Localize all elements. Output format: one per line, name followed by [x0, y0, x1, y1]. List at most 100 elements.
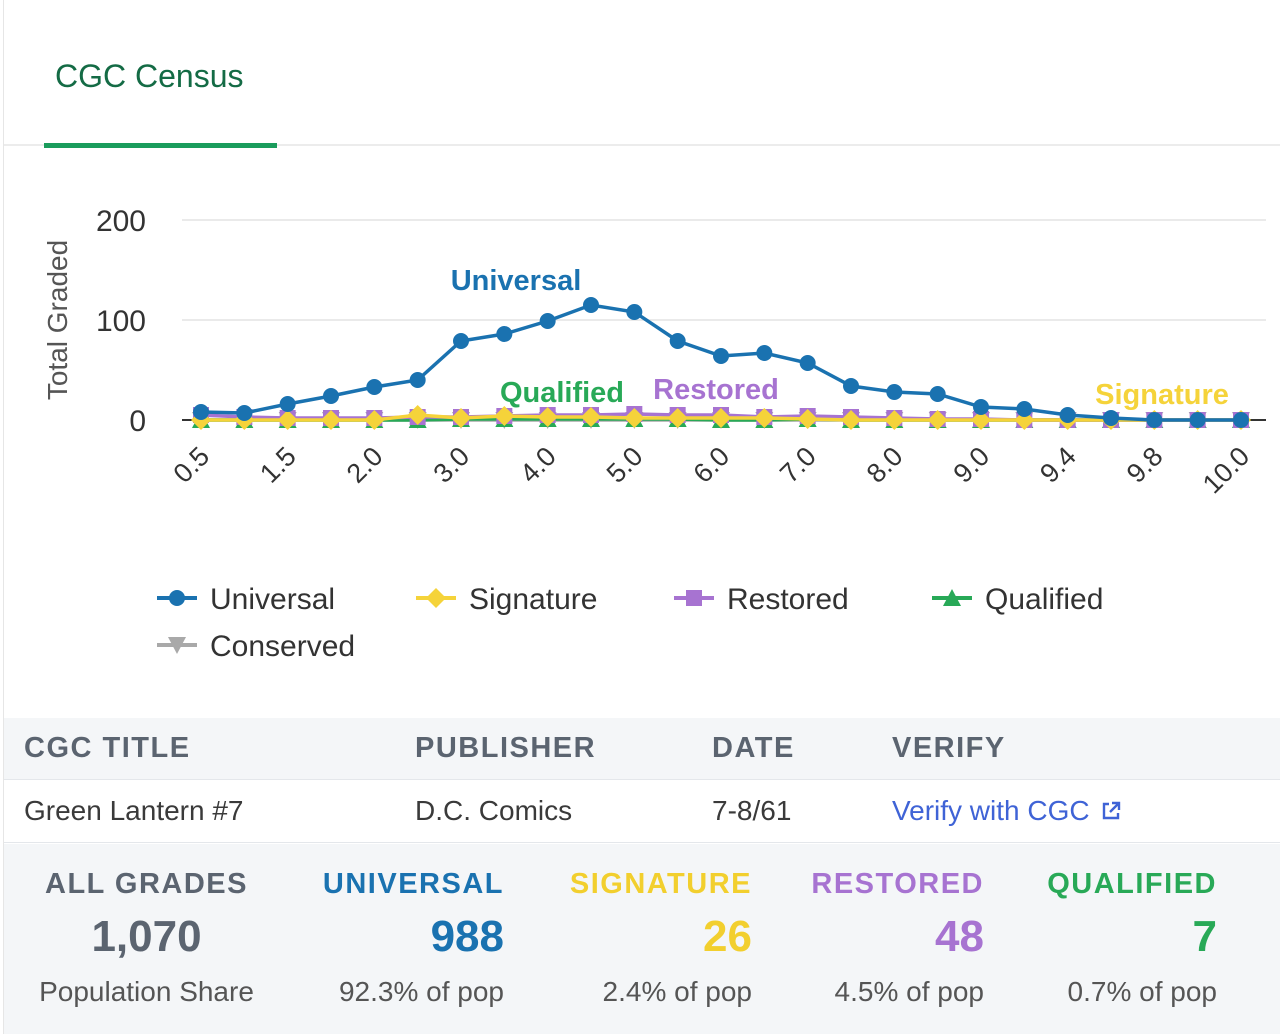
- column-header-date: DATE: [712, 732, 795, 764]
- data-point-universal: [886, 384, 903, 400]
- data-point-signature: [537, 407, 558, 427]
- census-line-chart: 0 100 200 Total Graded 0.5 1.5 2.0 3.0 4.0 5.0 6.0…: [42, 205, 1266, 663]
- data-point-universal: [1103, 410, 1119, 426]
- table-row: Green Lantern #7 D.C. Comics 7-8/61 Veri…: [4, 781, 1280, 843]
- tab-cgc-census[interactable]: CGC Census: [44, 0, 277, 148]
- legend-label-conserved[interactable]: Conserved: [210, 630, 355, 663]
- x-tick-label: 0.5: [167, 441, 215, 489]
- data-point-signature: [797, 409, 818, 429]
- stat-value-signature: 26: [703, 912, 752, 961]
- tab-active-indicator: [44, 143, 277, 148]
- data-point-signature: [277, 410, 298, 430]
- x-tick-label: 1.5: [254, 441, 302, 489]
- legend-marker-universal: [169, 590, 185, 606]
- data-point-universal: [1233, 412, 1249, 428]
- tab-bar: CGC Census: [4, 0, 1280, 148]
- table-header-row: CGC TITLE PUBLISHER DATE VERIFY: [4, 718, 1280, 780]
- series-annotation: Qualified: [500, 377, 624, 409]
- x-tick-label: 6.0: [687, 441, 735, 489]
- verify-link-label[interactable]: Verify with CGC: [892, 795, 1090, 826]
- data-point-universal: [929, 386, 946, 402]
- external-link-icon[interactable]: [1100, 800, 1122, 822]
- x-tick-label: 2.0: [341, 441, 389, 489]
- data-point-signature: [927, 410, 948, 430]
- stat-label-restored: RESTORED: [811, 868, 984, 900]
- data-point-signature: [711, 408, 731, 428]
- stat-label-qualified: QUALIFIED: [1047, 868, 1217, 900]
- data-point-universal: [323, 388, 339, 404]
- series-annotation: Restored: [653, 374, 779, 406]
- y-tick-label: 200: [96, 205, 146, 238]
- column-header-verify: VERIFY: [892, 732, 1006, 764]
- data-point-universal: [1146, 412, 1163, 428]
- legend-marker-conserved: [168, 637, 186, 654]
- x-tick-label: 5.0: [601, 441, 649, 489]
- data-point-universal: [973, 399, 989, 415]
- y-axis-label: Total Graded: [42, 240, 73, 400]
- x-tick-label: 3.0: [427, 441, 475, 489]
- stat-label-universal: UNIVERSAL: [322, 868, 504, 900]
- legend-marker-signature: [426, 588, 446, 608]
- data-point-universal: [799, 355, 816, 371]
- stat-value-restored: 48: [935, 912, 984, 961]
- stat-label-all-grades: ALL GRADES: [45, 868, 248, 900]
- cell-title: Green Lantern #7: [24, 795, 244, 826]
- x-tick-label: 4.0: [514, 441, 562, 489]
- data-point-signature: [971, 410, 991, 430]
- data-point-signature: [451, 408, 471, 428]
- x-tick-label: 9.0: [947, 441, 995, 489]
- data-point-universal: [843, 378, 859, 394]
- cell-publisher: D.C. Comics: [415, 795, 573, 826]
- stat-value-all-grades: 1,070: [91, 912, 202, 961]
- data-point-universal: [1059, 407, 1076, 423]
- data-point-universal: [539, 313, 556, 329]
- series-annotation: Universal: [451, 265, 582, 297]
- data-point-universal: [236, 405, 253, 421]
- legend-label-signature[interactable]: Signature: [469, 583, 597, 616]
- data-point-universal: [1189, 412, 1206, 428]
- data-point-universal: [626, 304, 643, 320]
- verify-with-cgc-link[interactable]: Verify with CGC: [892, 795, 1122, 827]
- data-point-universal: [669, 333, 686, 349]
- y-tick-label: 100: [96, 305, 146, 338]
- legend-label-restored[interactable]: Restored: [727, 583, 849, 616]
- column-header-publisher: PUBLISHER: [415, 732, 597, 764]
- data-point-universal: [279, 396, 296, 412]
- stat-value-qualified: 7: [1192, 912, 1217, 961]
- legend-label-universal[interactable]: Universal: [210, 583, 335, 616]
- data-point-universal: [193, 404, 209, 420]
- stat-sub-qualified: 0.7% of pop: [1067, 976, 1217, 1007]
- stat-sub-universal: 92.3% of pop: [338, 976, 504, 1007]
- data-point-signature: [841, 410, 861, 430]
- stat-value-universal: 988: [430, 912, 504, 961]
- column-header-title: CGC TITLE: [24, 732, 191, 764]
- data-point-signature: [667, 408, 688, 428]
- stat-sub-signature: 2.4% of pop: [602, 976, 752, 1007]
- data-point-universal: [453, 333, 469, 349]
- data-point-universal: [409, 372, 426, 388]
- x-tick-label: 9.8: [1121, 441, 1169, 489]
- data-point-signature: [494, 406, 515, 426]
- data-point-signature: [407, 405, 428, 425]
- stat-label-signature: SIGNATURE: [569, 868, 752, 900]
- legend-label-qualified[interactable]: Qualified: [985, 583, 1103, 616]
- data-point-universal: [756, 345, 773, 361]
- cell-date: 7-8/61: [712, 795, 792, 826]
- data-point-universal: [496, 326, 513, 342]
- population-stats: ALL GRADES 1,070 Population Share UNIVER…: [4, 844, 1280, 1034]
- x-tick-label: 10.0: [1197, 441, 1255, 499]
- data-point-signature: [624, 408, 645, 428]
- legend-marker-restored: [686, 590, 702, 606]
- data-point-universal: [1016, 401, 1033, 417]
- data-point-universal: [583, 297, 599, 313]
- data-point-universal: [366, 379, 383, 395]
- y-tick-label: 0: [129, 405, 146, 438]
- x-tick-label: 9.4: [1034, 441, 1082, 489]
- stat-sub-all-grades: Population Share: [39, 976, 254, 1007]
- data-point-signature: [364, 410, 385, 430]
- tab-label: CGC Census: [55, 58, 244, 94]
- legend-marker-qualified: [943, 589, 961, 606]
- census-card: CGC Census 0 100 200 Total Graded 0.5 1.5 2.0 3…: [3, 0, 1280, 1034]
- x-tick-label: 8.0: [861, 441, 909, 489]
- data-point-signature: [321, 410, 341, 430]
